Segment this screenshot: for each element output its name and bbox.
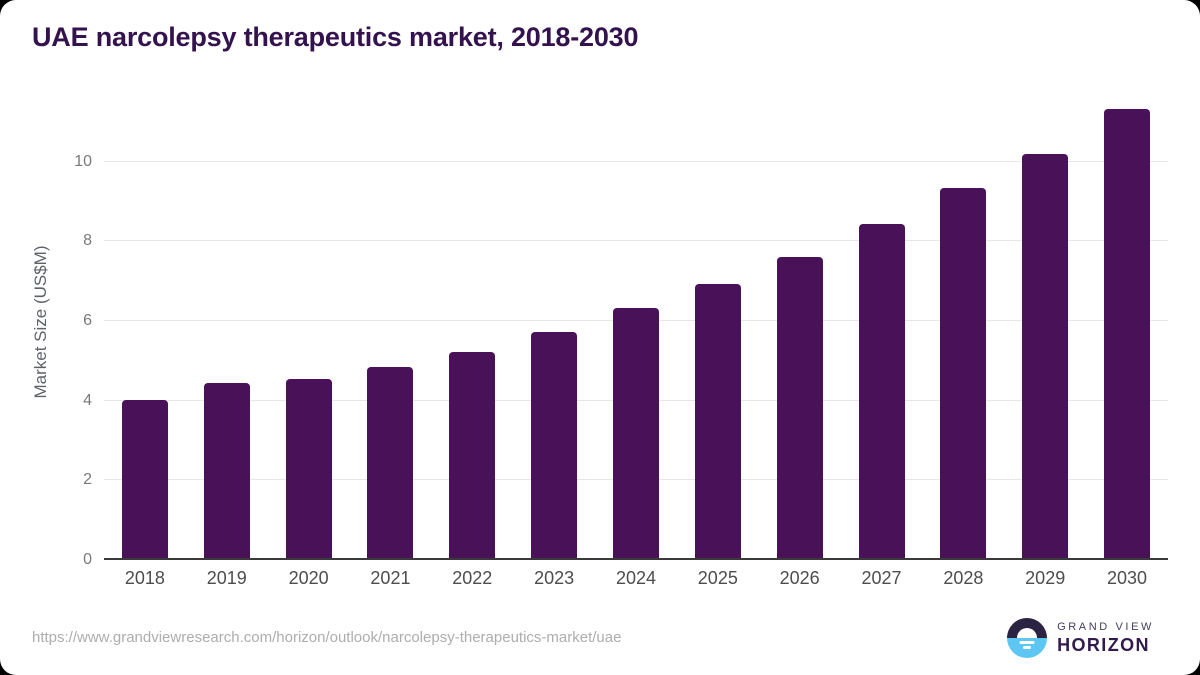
x-tick-label-2020: 2020 [288, 568, 329, 588]
x-tick-label-2027: 2027 [861, 568, 902, 588]
y-tick-label-4: 4 [83, 391, 92, 409]
logo-text: GRAND VIEW HORIZON [1057, 621, 1154, 656]
x-tick-label-2029: 2029 [1025, 568, 1066, 588]
bar-band-2027 [841, 100, 923, 558]
horizon-sunrise-icon [1007, 618, 1048, 658]
bar-band-2022 [431, 100, 513, 558]
bar-2018 [121, 399, 168, 558]
sun-reflection-bar [1023, 646, 1032, 649]
y-tick-label-2: 2 [83, 471, 92, 489]
x-tick-label-2026: 2026 [779, 568, 820, 588]
bar-2027 [858, 224, 905, 558]
sun-reflection-bar [1019, 640, 1035, 644]
plot-area [100, 100, 1168, 560]
bar-2024 [612, 308, 659, 558]
bar-2022 [449, 351, 496, 558]
x-tick-label-2022: 2022 [452, 568, 493, 588]
bar-band-2020 [268, 100, 350, 558]
bar-2030 [1104, 109, 1151, 558]
page-title: UAE narcolepsy therapeutics market, 2018… [32, 22, 639, 52]
x-tick-label-2018: 2018 [124, 568, 165, 588]
bar-band-2026 [759, 100, 841, 558]
gridline-8 [104, 240, 1168, 242]
bar-2023 [531, 332, 578, 558]
bar-2025 [694, 284, 741, 558]
bar-series [104, 100, 1168, 558]
x-tick-label-2023: 2023 [534, 568, 575, 588]
bar-2026 [776, 257, 823, 558]
x-tick-label-2019: 2019 [206, 568, 247, 588]
bar-2029 [1022, 153, 1069, 558]
y-tick-label-8: 8 [83, 232, 92, 250]
y-tick-label-10: 10 [74, 152, 92, 170]
source-url: https://www.grandviewresearch.com/horizo… [32, 629, 622, 646]
bar-2021 [367, 366, 414, 558]
bar-band-2019 [186, 100, 268, 558]
bar-band-2028 [922, 100, 1004, 558]
x-tick-label-2024: 2024 [615, 568, 656, 588]
x-axis-labels: 2018 2019 2020 2021 2022 2023 2024 2025 2026 2027… [104, 568, 1168, 589]
grand-view-horizon-logo: GRAND VIEW HORIZON [1007, 618, 1154, 658]
bar-band-2018 [104, 100, 186, 558]
gridline-10 [104, 160, 1168, 162]
logo-text-grand-view: GRAND VIEW [1057, 620, 1154, 633]
bar-band-2023 [513, 100, 595, 558]
logo-text-horizon: HORIZON [1057, 634, 1150, 655]
bar-band-2021 [350, 100, 432, 558]
x-tick-label-2025: 2025 [697, 568, 738, 588]
bar-band-2025 [677, 100, 759, 558]
x-tick-label-2021: 2021 [370, 568, 411, 588]
y-axis-ticks: 0 2 4 6 8 10 [0, 100, 92, 568]
bar-2020 [285, 379, 332, 558]
x-tick-label-2028: 2028 [943, 568, 984, 588]
x-tick-label-2030: 2030 [1107, 568, 1148, 588]
x-axis-line [104, 558, 1168, 560]
y-tick-label-0: 0 [83, 551, 92, 568]
bar-2028 [940, 188, 987, 558]
bar-2019 [203, 382, 250, 558]
sun-shape [1017, 628, 1038, 638]
bar-band-2030 [1086, 100, 1168, 558]
y-tick-label-6: 6 [83, 311, 92, 329]
bar-band-2029 [1004, 100, 1086, 558]
bar-band-2024 [595, 100, 677, 558]
